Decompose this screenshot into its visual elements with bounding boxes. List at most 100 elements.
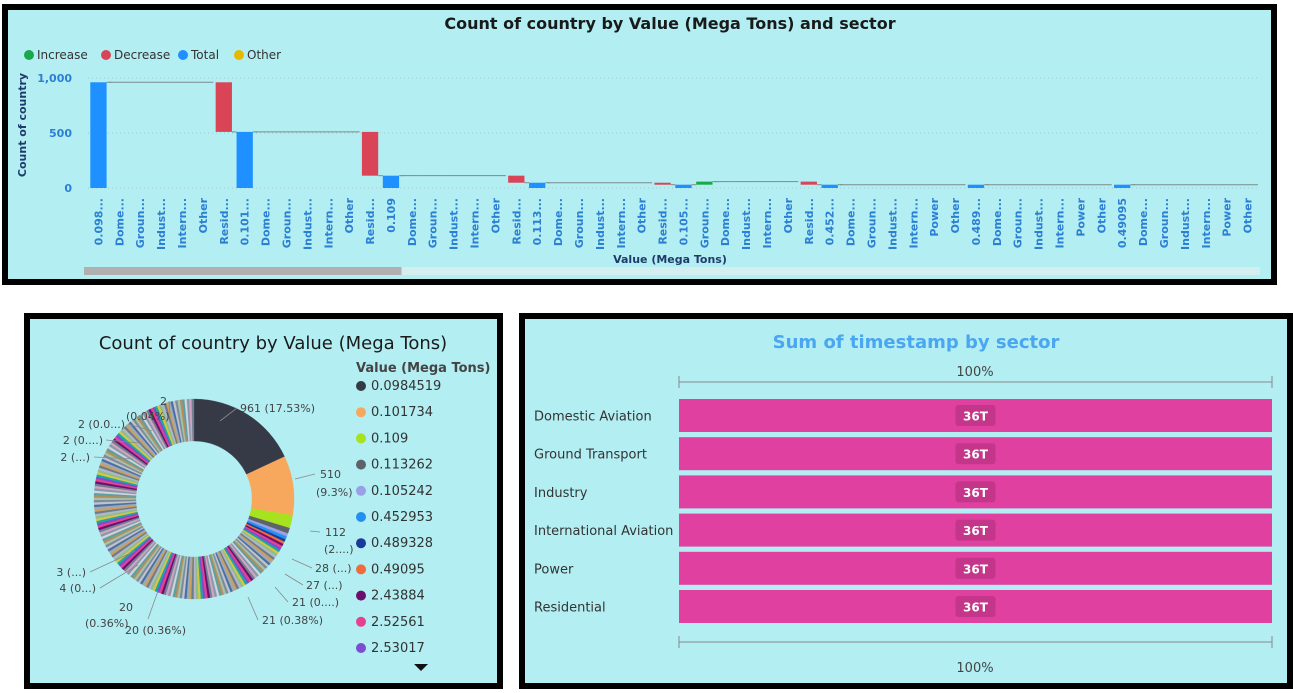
legend-marker bbox=[178, 50, 188, 60]
waterfall-bar bbox=[967, 184, 985, 188]
leader-lines bbox=[89, 400, 321, 621]
legend-marker bbox=[356, 459, 366, 470]
x-axis-title: Value (Mega Tons) bbox=[613, 253, 727, 266]
x-tick-label: Intern... bbox=[761, 198, 774, 248]
legend-label: 0.105242 bbox=[371, 484, 433, 499]
x-tick-label: Dome... bbox=[845, 198, 858, 246]
value-label: 36T bbox=[963, 601, 989, 615]
x-tick-label: Dome... bbox=[991, 198, 1004, 246]
x-tick-label: Other bbox=[1242, 197, 1255, 233]
x-tick-label: Intern... bbox=[469, 198, 482, 248]
legend-marker bbox=[356, 433, 366, 444]
value-badge bbox=[955, 596, 996, 617]
data-label: 510 bbox=[320, 468, 341, 481]
x-tick-label: Resid... bbox=[803, 198, 816, 245]
leader-line bbox=[93, 456, 134, 460]
chevron-down-icon[interactable] bbox=[414, 664, 428, 671]
x-tick-label: Dome... bbox=[719, 198, 732, 246]
leader-line bbox=[291, 558, 313, 569]
waterfall-bar bbox=[215, 82, 232, 132]
waterfall-bar bbox=[800, 181, 817, 185]
legend-marker bbox=[356, 538, 366, 549]
legend-label: 0.0984519 bbox=[371, 379, 441, 394]
x-tick-label: Dome... bbox=[1137, 198, 1150, 246]
legend-label: Decrease bbox=[114, 48, 170, 62]
leader-line bbox=[294, 473, 316, 480]
donut-slice bbox=[191, 398, 195, 442]
legend-label: 0.452953 bbox=[371, 510, 433, 525]
chart-legend: 0.0984519 0.101734 0.109 0.113262 0.105242 0.… bbox=[356, 379, 441, 656]
x-tick-label: Groun... bbox=[280, 198, 293, 248]
gridlines bbox=[88, 77, 1258, 189]
leader-line bbox=[89, 550, 136, 573]
x-tick-label: 0.105... bbox=[677, 198, 690, 245]
chart-title: Count of country by Value (Mega Tons) bbox=[99, 333, 447, 354]
x-tick-label: Indust... bbox=[1033, 198, 1046, 250]
legend-label: 0.101734 bbox=[371, 405, 433, 420]
x-tick-label: Other bbox=[782, 197, 795, 233]
x-tick-label: 0.101... bbox=[239, 198, 252, 245]
waterfall-bar bbox=[675, 184, 692, 188]
data-label: 112 bbox=[325, 526, 346, 539]
waterfall-bar bbox=[508, 175, 525, 183]
x-tick-label: Groun... bbox=[134, 198, 147, 248]
x-tick-label: Indust... bbox=[1179, 198, 1192, 250]
donut-chart: Count of country by Value (Mega Tons) 96… bbox=[56, 333, 490, 671]
value-badge bbox=[955, 405, 996, 426]
bars: Domestic Aviation 36T Ground Transport 36T I… bbox=[534, 399, 1272, 623]
donut-slices bbox=[93, 398, 295, 600]
x-tick-label: Intern... bbox=[176, 198, 189, 248]
waterfall-bar bbox=[696, 181, 713, 185]
legend-label: 2.52561 bbox=[371, 615, 425, 630]
legend-marker bbox=[24, 50, 34, 60]
legend-marker bbox=[356, 381, 366, 391]
x-tick-label: Indust... bbox=[155, 198, 168, 250]
x-tick-label: Other bbox=[1095, 197, 1108, 233]
x-tick-label: Power bbox=[928, 197, 941, 236]
x-tick-label: Other bbox=[636, 197, 649, 233]
x-tick-label: Power bbox=[1221, 197, 1234, 236]
data-label: (2....) bbox=[324, 543, 354, 556]
y-tick-label: 500 bbox=[49, 127, 72, 140]
data-label: 2 (...) bbox=[60, 451, 90, 464]
x-tick-label: Indust... bbox=[301, 198, 314, 250]
x-tick-label: Other bbox=[197, 197, 210, 233]
x-tick-label: Resid... bbox=[510, 198, 523, 245]
data-label: 27 (...) bbox=[306, 579, 343, 592]
data-label: 28 (...) bbox=[315, 562, 352, 575]
data-label: 961 (17.53%) bbox=[240, 402, 315, 415]
leader-line bbox=[274, 586, 289, 603]
x-tick-label: Indust... bbox=[594, 198, 607, 250]
legend-marker bbox=[356, 407, 366, 418]
legend-marker bbox=[234, 50, 244, 60]
x-tick-label: Dome... bbox=[260, 198, 273, 246]
leader-line bbox=[284, 573, 304, 586]
x-tick-label: Other bbox=[949, 197, 962, 233]
data-label: 2 (0.0...) bbox=[78, 418, 125, 431]
chart-title: Sum of timestamp by sector bbox=[773, 332, 1060, 353]
chart-legend: Increase Decrease Total Other bbox=[24, 48, 281, 62]
x-tick-label: Dome... bbox=[113, 198, 126, 246]
waterfall-bar bbox=[236, 131, 253, 188]
legend-title: Value (Mega Tons) bbox=[356, 361, 490, 376]
category-label: Residential bbox=[534, 601, 606, 616]
x-tick-label: 0.098... bbox=[92, 198, 105, 245]
leader-line bbox=[147, 590, 159, 620]
data-label: 21 (0....) bbox=[292, 596, 339, 609]
legend-label: Increase bbox=[37, 48, 88, 62]
data-label: (9.3%) bbox=[316, 486, 353, 499]
waterfall-bar bbox=[361, 131, 379, 176]
x-tick-label: Groun... bbox=[573, 198, 586, 248]
category-label: Domestic Aviation bbox=[534, 410, 652, 425]
x-tick-label: Dome... bbox=[406, 198, 419, 246]
bar-panel: Sum of timestamp by sector 100% Domestic… bbox=[519, 313, 1293, 689]
leader-line bbox=[127, 423, 153, 432]
scrollbar-thumb[interactable] bbox=[84, 267, 402, 275]
leader-line bbox=[168, 400, 171, 415]
x-tick-label: Other bbox=[343, 197, 356, 233]
value-label: 36T bbox=[963, 524, 989, 538]
data-label: 2 bbox=[160, 395, 167, 408]
value-label: 36T bbox=[963, 486, 989, 500]
horizontal-scrollbar-track[interactable] bbox=[84, 267, 1260, 275]
x-tick-label: Groun... bbox=[865, 198, 878, 248]
